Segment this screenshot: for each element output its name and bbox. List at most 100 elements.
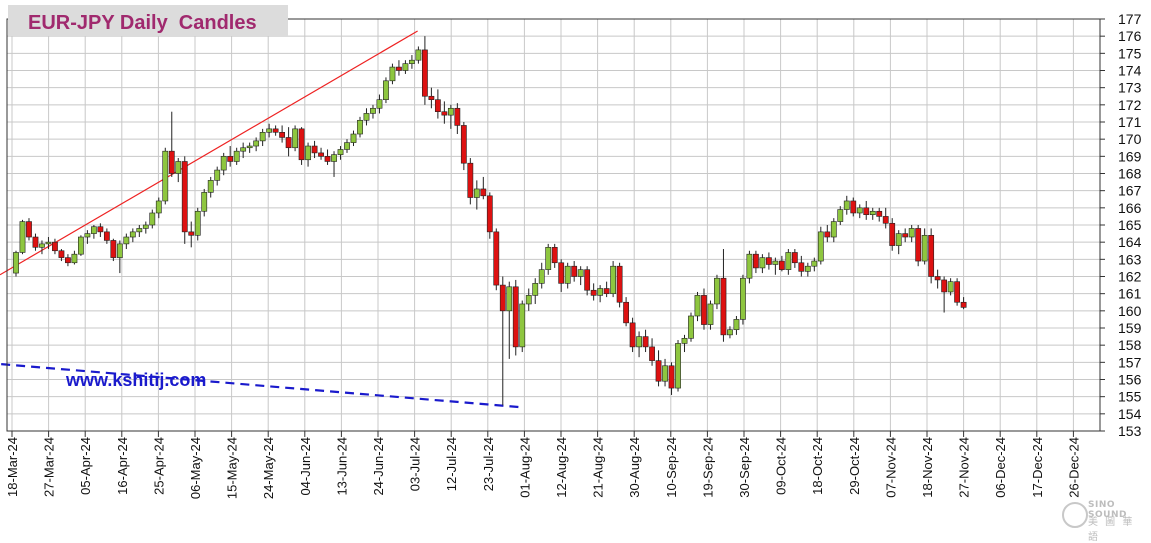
candle-body (266, 128, 273, 133)
candle (636, 331, 642, 358)
x-tick-label: 18-Mar-24 (5, 437, 20, 497)
candle-body (538, 269, 545, 284)
candle-body (58, 250, 65, 258)
candle-body (759, 257, 766, 269)
candle-body (720, 277, 727, 336)
candle-body (65, 257, 71, 264)
candle-body (480, 188, 487, 197)
y-tick-label: 161 (1118, 286, 1142, 302)
candle (298, 127, 305, 165)
candle-body (616, 265, 623, 303)
candle-body (383, 80, 389, 100)
candle (259, 128, 266, 147)
candle-body (467, 162, 474, 198)
candle-body (798, 262, 805, 272)
y-tick-label: 159 (1118, 320, 1142, 336)
candle-body (869, 210, 876, 215)
candle (97, 223, 104, 238)
candle (188, 221, 195, 248)
candle-body (331, 154, 337, 162)
candle-body (662, 365, 668, 382)
candle (746, 250, 753, 284)
candle-body (441, 111, 448, 116)
candle-body (220, 156, 227, 171)
candle-body (921, 235, 928, 262)
candle (642, 329, 649, 353)
candle (214, 166, 221, 186)
candle (694, 291, 701, 322)
x-axis: 18-Mar-24 27-Mar-24 05-Apr-24 16-Apr-24 25-A… (5, 431, 1081, 499)
candle-body (623, 301, 629, 324)
candle-body (396, 66, 402, 71)
candle (538, 262, 545, 289)
candle (486, 192, 493, 239)
candle (168, 111, 175, 177)
candle (960, 297, 967, 310)
candle-body (824, 231, 831, 238)
candle (454, 103, 461, 135)
candle-body (649, 346, 655, 361)
trend-lines (0, 30, 519, 409)
candle-body (733, 319, 740, 331)
candle-body (499, 284, 506, 312)
candle-body (811, 260, 818, 267)
x-tick-label: 19-Sep-24 (700, 437, 715, 498)
candle (110, 238, 117, 262)
candle (934, 269, 941, 289)
candle (434, 89, 441, 119)
candle-body (934, 276, 941, 281)
candle-body (681, 337, 688, 344)
candle-body (214, 169, 221, 181)
candle (811, 257, 818, 272)
candle (662, 358, 668, 387)
candle-body (889, 222, 896, 246)
candle (409, 55, 415, 69)
candle (545, 243, 552, 275)
candle-body (506, 286, 513, 312)
candle (772, 257, 779, 275)
candle-body (434, 99, 441, 113)
candle-body (519, 303, 526, 348)
candle-body (168, 150, 175, 174)
x-tick-label: 04-Jun-24 (298, 437, 313, 496)
candle (506, 281, 513, 359)
y-tick-label: 153 (1118, 423, 1142, 439)
candle (915, 225, 922, 267)
candle-body (778, 260, 785, 270)
candle (895, 230, 902, 255)
candle (843, 195, 850, 215)
sino-sound-logo: SINO SOUND 美 圖 華 語 (1062, 498, 1148, 543)
candle-body (376, 99, 383, 109)
candle-body (136, 228, 143, 233)
candle (344, 139, 350, 153)
resistance-trendline (0, 30, 418, 276)
candle-body (19, 221, 26, 253)
candle (428, 87, 435, 109)
candle (129, 228, 136, 243)
candle-body (13, 252, 19, 274)
candle-body (201, 192, 208, 212)
y-axis: 1531541551561571581591601611621631641651… (1100, 11, 1142, 439)
candle (882, 207, 889, 229)
candle-body (714, 277, 720, 305)
candle (26, 218, 32, 241)
x-tick-label: 24-May-24 (261, 437, 276, 499)
candle-body (610, 265, 617, 294)
candle-body (545, 247, 552, 270)
candle (396, 60, 402, 76)
candle (941, 276, 948, 313)
candle (311, 140, 318, 159)
candle (480, 176, 487, 200)
candle-body (863, 207, 870, 215)
y-tick-label: 165 (1118, 217, 1142, 233)
candle (65, 254, 71, 267)
candle (357, 116, 363, 138)
candle (90, 225, 97, 239)
x-tick-label: 05-Apr-24 (78, 437, 93, 495)
candle-body (850, 200, 857, 214)
candle (415, 46, 422, 64)
candle-body (90, 226, 97, 234)
candle (681, 334, 688, 353)
candle (590, 283, 597, 301)
y-tick-label: 155 (1118, 389, 1142, 405)
